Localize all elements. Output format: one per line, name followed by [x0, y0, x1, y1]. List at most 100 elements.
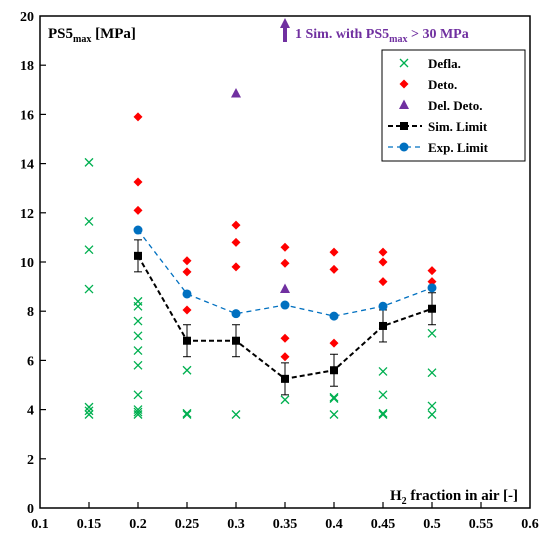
- data-point: [378, 301, 388, 311]
- data-point: [379, 321, 387, 330]
- series-defla: [84, 157, 437, 419]
- y-tick-label: 0: [27, 502, 34, 517]
- data-point: [329, 311, 339, 321]
- legend-item: Del. Deto.: [399, 98, 483, 113]
- x-tick-label: 0.55: [469, 517, 494, 532]
- data-point: [133, 301, 143, 311]
- data-point: [231, 262, 241, 272]
- data-point: [231, 309, 241, 319]
- series-layer: [84, 87, 437, 419]
- series-exp-limit: [133, 225, 437, 321]
- data-point: [329, 410, 339, 419]
- x-axis-label: H2 fraction in air [-]: [390, 488, 518, 507]
- data-point: [329, 264, 339, 274]
- legend-item: Deto.: [399, 77, 457, 92]
- data-point: [427, 283, 437, 293]
- legend-label: Del. Deto.: [428, 98, 483, 113]
- y-tick-label: 20: [20, 10, 34, 25]
- data-point: [427, 410, 437, 419]
- data-point: [232, 336, 240, 345]
- y-tick-label: 10: [20, 256, 34, 271]
- y-tick-label: 14: [20, 158, 34, 173]
- data-point: [231, 220, 241, 230]
- y-tick-label: 12: [20, 207, 34, 222]
- legend-marker: [399, 142, 409, 152]
- data-point: [329, 338, 339, 348]
- series-sim-limit: [134, 239, 436, 396]
- data-point: [231, 87, 241, 98]
- data-point: [280, 352, 290, 362]
- data-point: [378, 367, 388, 376]
- data-point: [329, 247, 339, 257]
- data-point: [280, 283, 290, 294]
- legend-item: Exp. Limit: [388, 140, 489, 155]
- data-point: [84, 402, 94, 412]
- data-point: [427, 328, 437, 338]
- legend-label: Defla.: [428, 56, 461, 71]
- annotation-text: 1 Sim. with PS5max > 30 MPa: [295, 27, 469, 45]
- data-point: [427, 277, 437, 287]
- data-point: [182, 408, 192, 418]
- data-point: [182, 256, 192, 266]
- legend-marker: [399, 99, 409, 109]
- data-point: [378, 408, 388, 418]
- data-point: [427, 368, 437, 378]
- data-point: [133, 331, 143, 341]
- data-point: [330, 366, 338, 375]
- x-tick-label: 0.15: [77, 517, 102, 532]
- legend: Defla. Deto. Del. Deto. Sim. Limit Exp. Limi…: [381, 49, 526, 162]
- y-tick-label: 16: [20, 108, 34, 123]
- data-point: [329, 394, 339, 403]
- x-tick-label: 0.1: [31, 517, 49, 532]
- legend-item: Sim. Limit: [388, 119, 488, 134]
- data-point: [133, 360, 143, 370]
- data-point: [133, 177, 143, 187]
- data-point: [428, 304, 436, 313]
- data-point: [84, 245, 94, 255]
- data-point: [427, 401, 437, 411]
- data-point: [134, 251, 142, 260]
- data-point: [133, 390, 143, 400]
- x-tick-label: 0.2: [129, 517, 147, 532]
- data-point: [231, 237, 241, 247]
- x-tick-label: 0.3: [227, 517, 245, 532]
- data-point: [182, 410, 192, 419]
- data-point: [280, 258, 290, 268]
- y-tick-label: 8: [27, 305, 34, 320]
- legend-marker: [399, 79, 409, 89]
- y-tick-label: 18: [20, 59, 34, 74]
- legend-label: Exp. Limit: [428, 140, 489, 155]
- data-point: [280, 333, 290, 343]
- x-tick-label: 0.45: [371, 517, 396, 532]
- series-deto: [133, 112, 437, 362]
- annotation-arrow-head: [280, 18, 290, 28]
- annotation-over-30mpa: 1 Sim. with PS5max > 30 MPa: [280, 18, 469, 45]
- legend-marker: [399, 58, 409, 68]
- data-point: [182, 365, 192, 375]
- data-point: [133, 407, 143, 417]
- data-point: [378, 247, 388, 257]
- data-point: [280, 242, 290, 252]
- legend-marker: [400, 122, 408, 130]
- legend-item: Defla.: [399, 56, 461, 71]
- data-point: [378, 410, 388, 419]
- data-point: [133, 205, 143, 215]
- legend-label: Deto.: [428, 77, 457, 92]
- data-point: [280, 300, 290, 310]
- data-point: [378, 257, 388, 267]
- axes: 0.1 0.15 0.2 0.25 0.3 0.35 0.4 0.45 0.5 0.55 0.6 0 2…: [20, 10, 539, 532]
- data-point: [378, 390, 388, 400]
- data-point: [378, 277, 388, 287]
- data-point: [281, 374, 289, 383]
- data-point: [182, 289, 192, 299]
- data-point: [182, 267, 192, 277]
- data-point: [133, 346, 143, 356]
- data-point: [84, 216, 94, 226]
- y-tick-label: 4: [27, 404, 34, 419]
- y-axis-label: PS5max [MPa]: [48, 26, 136, 45]
- x-tick-label: 0.5: [423, 517, 441, 532]
- data-point: [133, 112, 143, 122]
- y-tick-label: 2: [27, 453, 34, 468]
- data-point: [84, 157, 94, 167]
